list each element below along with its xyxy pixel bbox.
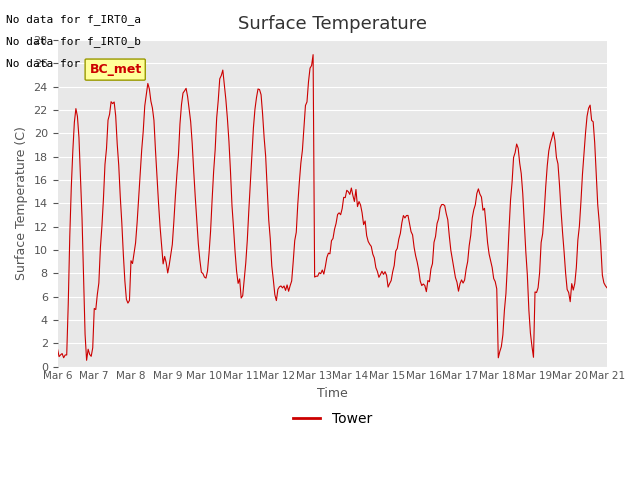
Text: No data for f_surf: No data for f_surf xyxy=(6,58,128,69)
Y-axis label: Surface Temperature (C): Surface Temperature (C) xyxy=(15,126,28,280)
Text: No data for f_IRT0_a: No data for f_IRT0_a xyxy=(6,14,141,25)
Text: No data for f_IRT0_b: No data for f_IRT0_b xyxy=(6,36,141,47)
X-axis label: Time: Time xyxy=(317,387,348,400)
Text: BC_met: BC_met xyxy=(90,63,142,76)
Legend: Tower: Tower xyxy=(287,407,378,432)
Title: Surface Temperature: Surface Temperature xyxy=(237,15,427,33)
